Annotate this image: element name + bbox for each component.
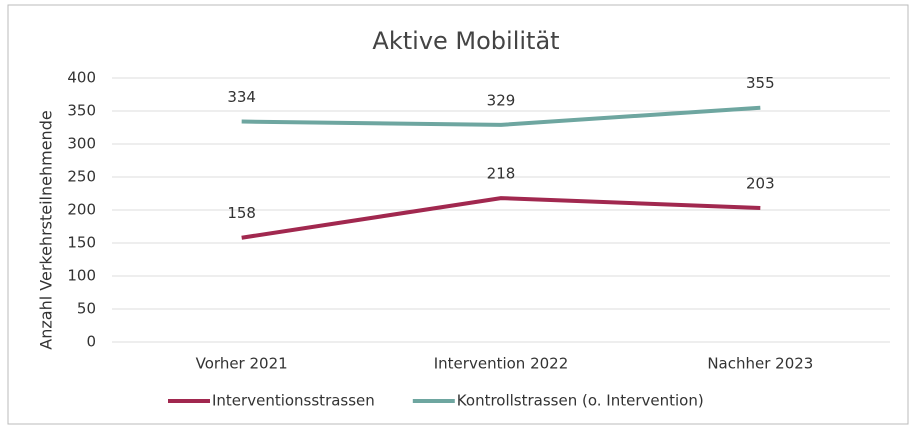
chart-border: [7, 4, 909, 425]
x-tick-label: Intervention 2022: [434, 355, 569, 373]
y-tick-label: 0: [86, 333, 96, 351]
data-label: 329: [487, 91, 516, 109]
data-label: 355: [746, 74, 775, 92]
legend-label: Interventionsstrassen: [212, 392, 375, 410]
y-tick-label: 100: [67, 267, 96, 285]
line: [241, 105, 761, 127]
data-label: 218: [487, 165, 516, 183]
legend-label: Kontrollstrassen (o. Intervention): [457, 392, 704, 410]
x-tick-label: Nachher 2023: [707, 355, 813, 373]
data-label: 203: [746, 175, 775, 193]
data-label: 158: [227, 204, 256, 222]
y-tick-label: 200: [67, 201, 96, 219]
line: [241, 196, 761, 240]
data-label: 334: [227, 88, 256, 106]
y-tick-label: 250: [67, 168, 96, 186]
y-tick-label: 300: [67, 135, 96, 153]
y-axis-label: Anzahl Verkehrsteilnehmende: [37, 110, 56, 349]
y-tick-label: 400: [67, 69, 96, 87]
x-tick-label: Vorher 2021: [196, 355, 288, 373]
y-tick-label: 150: [67, 234, 96, 252]
chart-title: Aktive Mobilität: [372, 27, 559, 55]
y-tick-label: 350: [67, 102, 96, 120]
y-tick-label: 50: [77, 300, 96, 318]
